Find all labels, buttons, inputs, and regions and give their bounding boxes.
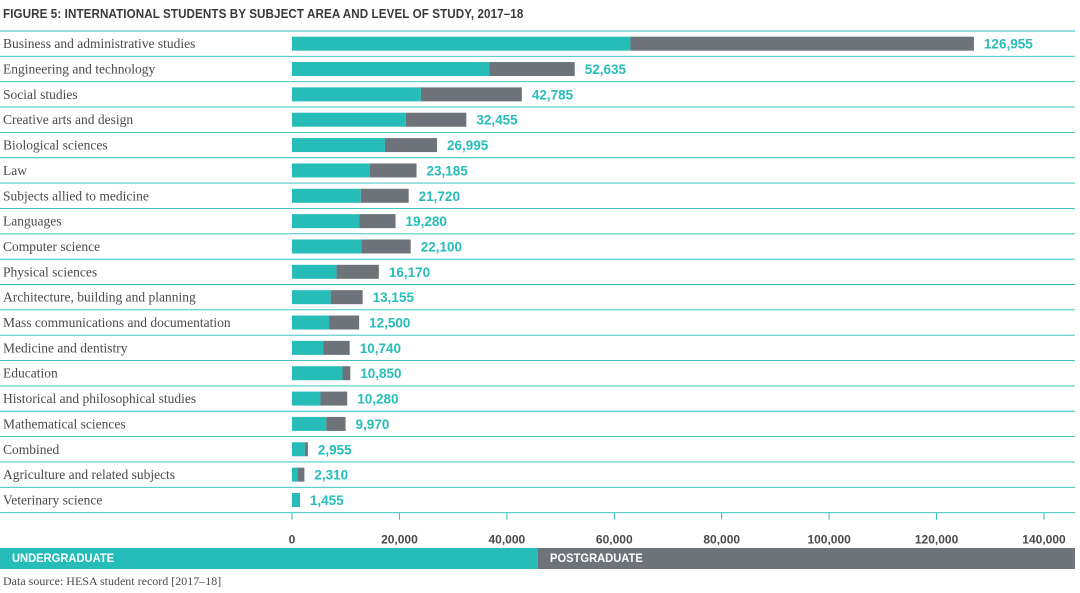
- bar-postgraduate: [336, 264, 379, 279]
- legend-undergraduate-label: UNDERGRADUATE: [12, 551, 115, 565]
- chart-title: FIGURE 5: INTERNATIONAL STUDENTS BY SUBJ…: [3, 7, 524, 21]
- bar-postgraduate: [489, 62, 575, 77]
- category-label: Architecture, building and planning: [3, 290, 196, 305]
- bar-postgraduate: [342, 366, 351, 381]
- bar-postgraduate: [330, 290, 363, 305]
- bar-postgraduate: [384, 138, 438, 153]
- category-label: Mass communications and documentation: [3, 315, 231, 330]
- total-value-label: 1,455: [310, 493, 344, 508]
- x-tick-label: 100,000: [807, 533, 851, 545]
- bar-undergraduate: [292, 163, 370, 178]
- category-label: Veterinary science: [3, 492, 102, 507]
- x-tick-label: 0: [289, 533, 296, 545]
- category-label: Engineering and technology: [3, 62, 155, 77]
- bar-undergraduate: [292, 214, 360, 229]
- bar-postgraduate: [420, 87, 522, 102]
- category-label: Historical and philosophical studies: [3, 391, 196, 406]
- total-value-label: 10,740: [360, 341, 401, 356]
- total-value-label: 13,155: [373, 290, 415, 305]
- category-label: Mathematical sciences: [3, 416, 126, 431]
- bar-postgraduate: [323, 340, 350, 355]
- bar-undergraduate: [292, 467, 298, 482]
- bar-postgraduate: [405, 112, 467, 127]
- total-value-label: 2,955: [318, 442, 352, 457]
- total-value-label: 32,455: [476, 113, 518, 128]
- category-label: Education: [3, 366, 58, 381]
- bar-undergraduate: [292, 340, 324, 355]
- x-tick-label: 40,000: [489, 533, 526, 545]
- bar-postgraduate: [630, 36, 974, 51]
- bar-undergraduate: [292, 442, 305, 457]
- x-tick-label: 60,000: [596, 533, 633, 545]
- category-label: Biological sciences: [3, 138, 108, 153]
- category-label: Social studies: [3, 87, 78, 102]
- bar-postgraduate: [369, 163, 417, 178]
- x-tick-label: 140,000: [1022, 533, 1066, 545]
- total-value-label: 21,720: [419, 189, 460, 204]
- total-value-label: 42,785: [532, 87, 574, 102]
- bar-undergraduate: [292, 87, 421, 102]
- bar-postgraduate: [329, 315, 360, 330]
- bar-undergraduate: [292, 36, 631, 51]
- bar-postgraduate: [298, 492, 300, 507]
- data-source-note: Data source: HESA student record [2017–1…: [3, 574, 222, 588]
- bar-undergraduate: [292, 290, 331, 305]
- x-tick-label: 120,000: [915, 533, 959, 545]
- total-value-label: 126,955: [984, 37, 1033, 52]
- total-value-label: 19,280: [406, 214, 447, 229]
- bar-undergraduate: [292, 416, 327, 431]
- bar-undergraduate: [292, 492, 299, 507]
- total-value-label: 10,280: [357, 392, 398, 407]
- bar-undergraduate: [292, 239, 362, 254]
- category-label: Combined: [3, 442, 59, 457]
- bar-undergraduate: [292, 264, 337, 279]
- bar-undergraduate: [292, 112, 406, 127]
- legend-undergraduate: UNDERGRADUATE: [0, 548, 538, 569]
- category-label: Subjects allied to medicine: [3, 188, 149, 203]
- category-label: Law: [3, 163, 27, 178]
- bar-postgraduate: [361, 239, 411, 254]
- bar-postgraduate: [320, 391, 348, 406]
- legend-postgraduate-label: POSTGRADUATE: [550, 551, 643, 565]
- legend-postgraduate: POSTGRADUATE: [538, 548, 1075, 569]
- bar-undergraduate: [292, 366, 343, 381]
- category-label: Agriculture and related subjects: [3, 467, 175, 482]
- x-tick-label: 80,000: [703, 533, 740, 545]
- total-value-label: 23,185: [427, 163, 469, 178]
- category-label: Medicine and dentistry: [3, 340, 128, 355]
- x-tick-label: 20,000: [381, 533, 418, 545]
- category-label: Business and administrative studies: [3, 36, 195, 51]
- bar-undergraduate: [292, 138, 385, 153]
- bar-undergraduate: [292, 391, 321, 406]
- total-value-label: 22,100: [421, 239, 462, 254]
- bar-postgraduate: [359, 214, 396, 229]
- total-value-label: 16,170: [389, 265, 430, 280]
- category-label: Languages: [3, 214, 61, 229]
- total-value-label: 52,635: [585, 62, 627, 77]
- bar-postgraduate: [304, 442, 308, 457]
- stacked-bar-chart: Business and administrative studies 126,9…: [0, 30, 1075, 545]
- category-label: Physical sciences: [3, 264, 97, 279]
- total-value-label: 26,995: [447, 138, 489, 153]
- total-value-label: 9,970: [356, 417, 390, 432]
- bar-postgraduate: [297, 467, 305, 482]
- bar-postgraduate: [326, 416, 346, 431]
- total-value-label: 10,850: [360, 366, 401, 381]
- bar-undergraduate: [292, 315, 330, 330]
- total-value-label: 12,500: [369, 316, 410, 331]
- bar-undergraduate: [292, 188, 361, 203]
- category-label: Computer science: [3, 239, 100, 254]
- total-value-label: 2,310: [314, 468, 348, 483]
- bar-undergraduate: [292, 62, 490, 77]
- category-label: Creative arts and design: [3, 112, 133, 127]
- bar-postgraduate: [360, 188, 409, 203]
